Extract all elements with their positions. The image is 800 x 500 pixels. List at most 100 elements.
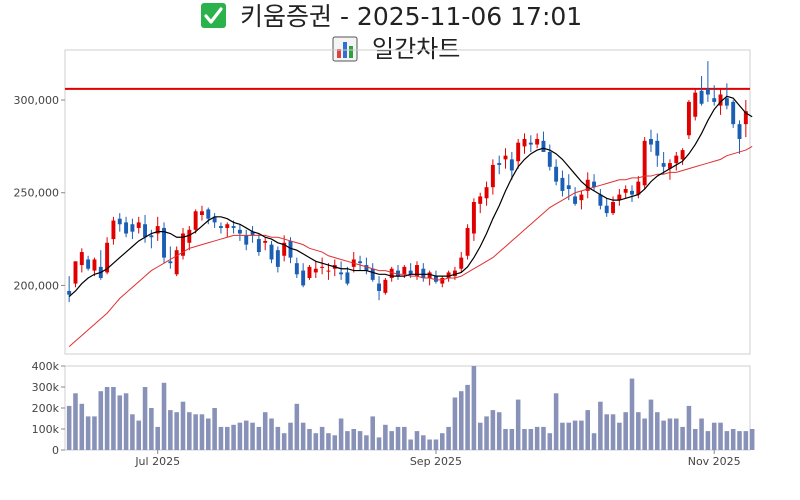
candle-body	[124, 222, 129, 234]
candle	[377, 276, 382, 301]
candle	[313, 261, 318, 278]
volume-panel: 0 100k 200k 300k 400k Jul 2025 Sep 2025 Nov 20…	[32, 360, 755, 468]
candle-body	[528, 142, 533, 145]
candle	[680, 148, 685, 165]
candle	[528, 135, 533, 152]
volume-bar	[281, 433, 287, 450]
candle-body	[585, 179, 590, 191]
candle-body	[699, 90, 704, 104]
volume-bar	[522, 429, 527, 450]
chart-title: 키움증권 - 2025-11-06 17:01	[240, 2, 582, 31]
candle-body	[73, 261, 78, 284]
volume-bar	[749, 429, 755, 450]
candle-body	[187, 229, 192, 243]
candle-body	[478, 196, 483, 204]
x-axis: Jul 2025 Sep 2025 Nov 2025	[134, 450, 741, 468]
volume-bar	[642, 418, 647, 450]
candle-body	[459, 257, 464, 269]
candle-body	[427, 272, 432, 278]
x-tick-label: Sep 2025	[410, 455, 462, 468]
candle	[168, 246, 173, 269]
volume-bar	[187, 412, 192, 450]
candle	[471, 198, 476, 241]
candle-body	[547, 151, 552, 167]
volume-bar	[149, 408, 154, 450]
candle	[566, 174, 571, 201]
volume-bar	[300, 422, 306, 450]
volume-bar	[155, 426, 160, 450]
volume-bar	[579, 420, 584, 450]
volume-bar	[338, 418, 344, 450]
volume-bar	[136, 420, 142, 450]
candle-body	[326, 270, 331, 272]
volume-y-axis: 0 100k 200k 300k 400k	[32, 360, 65, 457]
candle	[383, 278, 388, 295]
candle-body	[724, 98, 729, 106]
volume-bar	[699, 418, 704, 450]
candle	[712, 85, 717, 106]
candle	[143, 214, 148, 243]
volume-bar	[313, 433, 319, 450]
volume-bar	[85, 416, 91, 450]
candle	[547, 144, 552, 171]
candle-body	[218, 226, 223, 228]
candle	[699, 75, 704, 106]
price-plot-area	[64, 49, 751, 355]
chart-title-group: 키움증권 - 2025-11-06 17:01	[201, 2, 582, 31]
candle-body	[377, 283, 382, 291]
candle	[86, 255, 91, 271]
volume-bar	[383, 424, 388, 450]
volume-bar	[414, 431, 420, 450]
candle-body	[143, 224, 148, 238]
volume-bar	[224, 426, 230, 450]
candle	[604, 198, 609, 217]
candle	[275, 246, 280, 273]
candle-body	[339, 272, 344, 275]
candle-body	[655, 140, 660, 156]
volume-bar	[332, 435, 338, 450]
candle	[326, 263, 331, 280]
candle	[592, 174, 597, 191]
candle	[136, 216, 141, 234]
volume-y-tick-label: 0	[52, 444, 59, 457]
check-mark-icon-glyph	[204, 7, 223, 24]
volume-y-tick-label: 300k	[32, 381, 60, 394]
volume-bar	[553, 393, 559, 450]
volume-bar	[566, 422, 572, 450]
candle-body	[541, 140, 546, 152]
volume-bar	[547, 433, 553, 450]
price-y-tick-label: 250,000	[14, 187, 60, 200]
candle-body	[79, 252, 84, 266]
volume-bar	[98, 391, 104, 450]
volume-bar	[623, 412, 628, 450]
candle-body	[705, 88, 710, 95]
volume-bar	[673, 418, 679, 450]
volume-bar	[591, 433, 597, 450]
candle	[396, 265, 400, 280]
candle	[554, 159, 559, 186]
candle	[320, 257, 325, 275]
candle-body	[636, 181, 641, 195]
price-y-axis: 200,000 250,000 300,000	[14, 94, 65, 292]
candle	[478, 192, 483, 214]
volume-bar	[319, 426, 325, 450]
candle	[269, 240, 274, 264]
candle-body	[383, 279, 388, 293]
candle	[225, 222, 230, 238]
volume-bar	[484, 416, 489, 450]
candle-body	[680, 150, 685, 160]
candle-body	[452, 270, 457, 277]
volume-bar	[598, 401, 603, 450]
candle-body	[667, 163, 672, 169]
candle	[79, 248, 84, 273]
candle-body	[737, 124, 742, 139]
candle-body	[509, 159, 514, 171]
volume-bar	[161, 382, 167, 450]
volume-bar	[711, 422, 717, 450]
candle	[124, 216, 129, 238]
volume-bar	[440, 433, 445, 450]
candle	[301, 263, 306, 288]
candle	[263, 237, 268, 251]
candle-body	[611, 202, 615, 214]
